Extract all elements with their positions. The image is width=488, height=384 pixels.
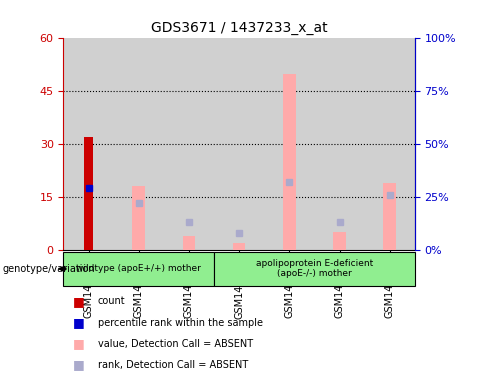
Bar <box>384 183 396 250</box>
Text: wildtype (apoE+/+) mother: wildtype (apoE+/+) mother <box>76 264 201 273</box>
Bar <box>183 235 195 250</box>
Bar <box>63 38 114 250</box>
Bar <box>314 38 365 250</box>
Text: ■: ■ <box>73 358 85 371</box>
Bar <box>233 243 245 250</box>
Text: ■: ■ <box>73 316 85 329</box>
Bar <box>164 38 214 250</box>
Bar <box>283 74 296 250</box>
Bar <box>114 38 164 250</box>
Bar <box>132 186 145 250</box>
Text: apolipoprotein E-deficient
(apoE-/-) mother: apolipoprotein E-deficient (apoE-/-) mot… <box>256 259 373 278</box>
Text: percentile rank within the sample: percentile rank within the sample <box>98 318 263 328</box>
Text: count: count <box>98 296 125 306</box>
Title: GDS3671 / 1437233_x_at: GDS3671 / 1437233_x_at <box>151 21 327 35</box>
Bar <box>264 38 314 250</box>
Text: ■: ■ <box>73 337 85 350</box>
Text: value, Detection Call = ABSENT: value, Detection Call = ABSENT <box>98 339 253 349</box>
Text: genotype/variation: genotype/variation <box>2 264 95 274</box>
Text: rank, Detection Call = ABSENT: rank, Detection Call = ABSENT <box>98 360 248 370</box>
Bar <box>333 232 346 250</box>
Bar <box>365 38 415 250</box>
Text: ■: ■ <box>73 295 85 308</box>
Bar <box>214 38 264 250</box>
Bar <box>84 137 93 250</box>
